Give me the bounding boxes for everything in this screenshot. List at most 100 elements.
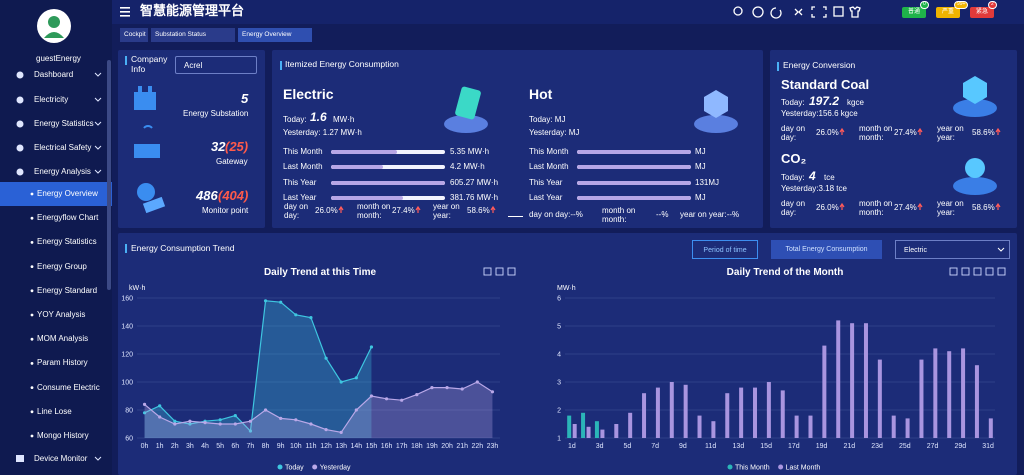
alert-badge[interactable]: 普通 [902, 7, 926, 18]
up-arrow [995, 202, 1001, 210]
progress-track [577, 165, 691, 169]
bar [905, 418, 910, 438]
chart-tool[interactable] [997, 267, 1006, 276]
submenu-item[interactable]: Energy Group [37, 261, 87, 271]
chart-tool[interactable] [961, 267, 970, 276]
alert-badge[interactable]: 紧急 [970, 7, 994, 18]
submenu-item[interactable]: Energy Statistics [37, 237, 97, 247]
label: This Month [529, 147, 569, 156]
compare-label: month on month: [357, 202, 391, 221]
legend-swatch [727, 464, 733, 470]
x-tick-label: 1h [156, 443, 164, 450]
chart-tool[interactable] [495, 267, 504, 276]
alert-badge[interactable]: 严重 [936, 7, 960, 18]
submenu-item[interactable]: Line Lose [37, 406, 72, 416]
button[interactable]: Total Energy Consumption [771, 240, 882, 259]
chart-tool[interactable] [985, 267, 994, 276]
bar [891, 415, 896, 438]
bar [988, 418, 993, 438]
label: 381.76 MW·h [450, 193, 499, 202]
point [384, 397, 389, 401]
y-tick-label: 1 [557, 436, 561, 443]
compare-label: day on day: [781, 124, 806, 143]
bar [614, 424, 619, 438]
menu-icon [16, 120, 24, 128]
scrollbar [107, 60, 111, 290]
active-menu [0, 182, 112, 206]
progress-fill [331, 150, 398, 154]
panel-title: Company Info [131, 54, 168, 74]
x-tick-label: 7d [651, 443, 659, 450]
y-axis-unit: MW·h [557, 285, 576, 292]
menu-item[interactable]: Device Monitor [34, 454, 88, 463]
company-select[interactable]: Acrel [175, 56, 257, 74]
label: Yesterday:156.6 kgce [781, 109, 858, 118]
tab[interactable]: Energy Overview [238, 28, 312, 42]
point [460, 387, 464, 391]
up-arrow [917, 202, 923, 210]
submenu-item[interactable]: Energy Standard [37, 285, 98, 295]
y-tick-label: 80 [125, 408, 133, 415]
x-tick-label: 27d [927, 443, 939, 450]
menu-item[interactable]: Electrical Safety [34, 143, 92, 152]
legend-swatch [778, 464, 784, 470]
menu-icon[interactable] [120, 6, 132, 18]
chart-tool[interactable] [507, 267, 516, 276]
x-tick-label: 3h [186, 443, 194, 450]
bar [600, 429, 605, 438]
chart-tool[interactable] [973, 267, 982, 276]
submenu-item[interactable]: Mongo History [37, 431, 89, 440]
label: 4.2 MW·h [450, 162, 485, 171]
up-arrow [415, 205, 421, 213]
tab[interactable]: Cockpit [120, 28, 148, 42]
label: MJ [695, 193, 706, 202]
chart-tool[interactable] [483, 267, 492, 276]
bar [642, 393, 647, 438]
select[interactable]: Electric [895, 240, 1010, 259]
submenu-item[interactable]: Energyflow Chart [37, 213, 99, 223]
submenu-item[interactable]: Consume Electric [37, 382, 100, 392]
label: Today: [283, 115, 307, 124]
submenu-item[interactable]: Energy Overview [37, 189, 98, 198]
point [203, 421, 207, 425]
chart-tool[interactable] [949, 267, 958, 276]
bar [739, 387, 744, 438]
x-tick-label: 21d [844, 443, 856, 450]
stat-alert: (25) [225, 139, 249, 154]
x-tick-label: 13h [335, 443, 347, 450]
menu-item[interactable]: Energy Statistics [34, 119, 94, 128]
menu-icon [16, 96, 24, 104]
toolbar-icons[interactable] [732, 5, 862, 19]
bar [808, 415, 813, 438]
chevron [997, 247, 1005, 252]
label: 131MJ [695, 178, 720, 187]
menu-icon [16, 71, 24, 79]
up-arrow [490, 205, 496, 213]
up-arrow [338, 205, 344, 213]
bullet [30, 386, 34, 389]
button[interactable]: Period of time [692, 240, 758, 259]
menu-item[interactable]: Electricity [34, 95, 69, 104]
label: Today: [781, 173, 805, 182]
label: MJ [695, 162, 706, 171]
menu-item[interactable]: Dashboard [34, 70, 74, 79]
submenu-item[interactable]: YOY Analysis [37, 310, 86, 319]
panel-title: Energy Consumption Trend [131, 243, 235, 253]
menu-item[interactable]: Energy Analysis [34, 167, 91, 176]
point [188, 422, 192, 426]
tab[interactable]: Substation Status [151, 28, 235, 42]
label: 605.27 MW·h [450, 178, 499, 187]
y-tick-label: 60 [125, 436, 133, 443]
submenu-item[interactable]: Param History [37, 358, 88, 368]
compare-label: month on month: [859, 199, 893, 218]
submenu-item[interactable]: MOM Analysis [37, 334, 89, 344]
point [309, 422, 313, 426]
chevron [94, 72, 102, 77]
bar [836, 320, 841, 438]
compare-label: year on year: [937, 199, 964, 218]
bar [655, 387, 660, 438]
app-title: 智慧能源管理平台 [140, 3, 245, 18]
compare-label: month on month: [859, 124, 893, 143]
title-accent [280, 61, 282, 70]
chevron [94, 97, 102, 102]
